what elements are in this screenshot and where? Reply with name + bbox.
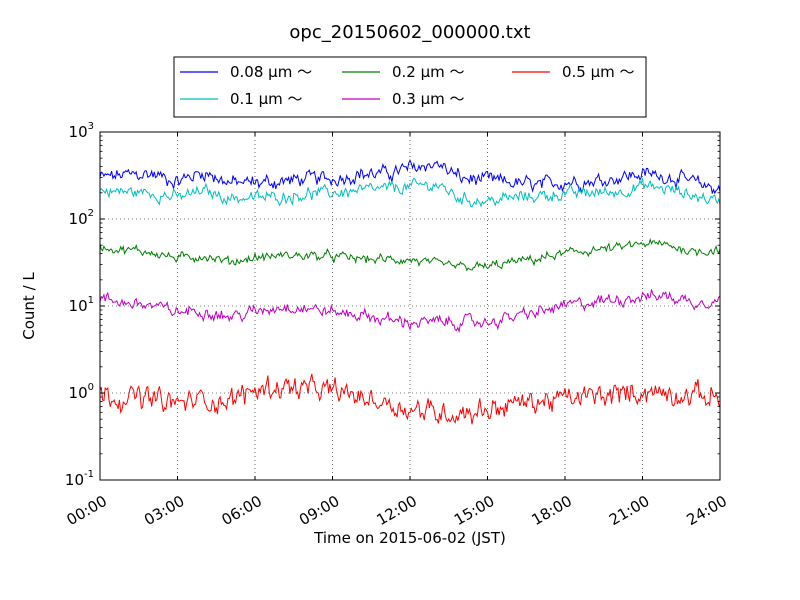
legend-label: 0.2 μm ～ bbox=[392, 63, 465, 81]
legend-label: 0.3 μm ～ bbox=[392, 90, 465, 108]
chart-title: opc_20150602_000000.txt bbox=[289, 22, 530, 43]
x-axis-label: Time on 2015-06-02 (JST) bbox=[313, 529, 506, 547]
series-line bbox=[100, 177, 720, 208]
series-lines bbox=[100, 159, 720, 425]
plot-frame bbox=[99, 131, 721, 481]
series-line bbox=[100, 373, 720, 425]
series-line bbox=[100, 159, 720, 195]
legend-label: 0.5 μm ～ bbox=[562, 63, 635, 81]
legend-box bbox=[173, 56, 647, 118]
series-line bbox=[100, 289, 720, 334]
grid bbox=[100, 132, 720, 480]
legend-label: 0.1 μm ～ bbox=[230, 90, 303, 108]
legend: 0.08 μm ～ 0.1 μm ～ 0.2 μm ～ 0.3 μm ～ 0.5 μm … bbox=[180, 63, 635, 108]
y-axis-label: Count / L bbox=[20, 272, 38, 340]
series-line bbox=[100, 237, 720, 272]
legend-label: 0.08 μm ～ bbox=[230, 63, 312, 81]
